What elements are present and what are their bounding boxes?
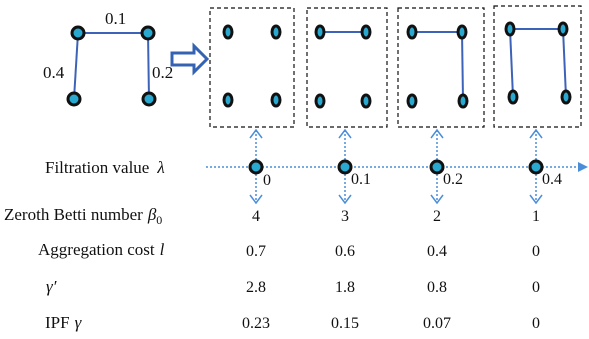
panel-node (270, 92, 282, 108)
panel-node (507, 89, 519, 105)
edge-weight-right: 0.2 (152, 63, 173, 82)
value-cell: 0 (532, 243, 540, 260)
value-cell: 2 (433, 208, 441, 225)
value-cell: 0 (532, 315, 540, 332)
panel-node (222, 92, 234, 108)
panel-node (360, 24, 372, 40)
axis-tick-label: 0 (263, 172, 271, 189)
graph-edge-left (73, 32, 79, 100)
value-cell: 1 (532, 208, 540, 225)
panel-lambda-0 (209, 7, 295, 128)
panel-node (560, 89, 572, 105)
value-cell: 0.23 (242, 315, 270, 332)
value-cell: 0.15 (331, 315, 359, 332)
panel-node (406, 93, 418, 109)
graph-node (70, 25, 86, 41)
value-cell: 2.8 (246, 279, 266, 296)
value-cell: 0.6 (335, 243, 355, 260)
panel-node (557, 21, 569, 37)
axis-tick-marker (429, 159, 445, 175)
panel-node (270, 24, 282, 40)
graph-node (66, 91, 82, 107)
betti-number-label: Zeroth Betti number β0 (4, 205, 162, 227)
panel-lambda-0.4 (493, 5, 582, 128)
axis-tick-label: 0.4 (542, 171, 562, 188)
panel-node (457, 93, 469, 109)
original-graph: 0.1 0.4 0.2 (43, 9, 173, 107)
panel-node (456, 24, 468, 40)
panel-node (314, 24, 326, 40)
transform-arrow-icon (170, 42, 210, 76)
ipf-values: 0.23 0.15 0.07 0 (242, 315, 540, 332)
filtration-value-label: Filtration value λ (45, 158, 165, 177)
panel-node (222, 24, 234, 40)
betti-values: 4 3 2 1 (252, 208, 540, 225)
axis-tick-marker (248, 159, 264, 175)
value-cell: 1.8 (335, 279, 355, 296)
edge-weight-top: 0.1 (105, 9, 126, 28)
value-cell: 0.7 (246, 243, 266, 260)
panel-node (504, 21, 516, 37)
panel-node (360, 93, 372, 109)
value-cell: 0.8 (427, 279, 447, 296)
ipf-label: IPF γ (45, 313, 83, 332)
graph-node (141, 91, 157, 107)
aggregation-cost-values: 0.7 0.6 0.4 0 (246, 243, 540, 260)
axis-tick-label: 0.1 (351, 171, 371, 188)
panel-lambda-0.2 (397, 7, 485, 128)
panel-lambda-0.1 (306, 7, 388, 128)
value-cell: 4 (252, 208, 260, 225)
gamma-prime-label: γ′ (46, 277, 57, 296)
panel-node (406, 24, 418, 40)
value-cell: 0.4 (427, 243, 447, 260)
graph-node (140, 25, 156, 41)
panel-node (314, 93, 326, 109)
aggregation-cost-label: Aggregation cost l (38, 240, 165, 259)
edge-weight-left: 0.4 (43, 63, 65, 82)
graph-edge-right (147, 32, 150, 100)
value-cell: 0.07 (423, 315, 451, 332)
value-cell: 0 (532, 279, 540, 296)
gamma-prime-values: 2.8 1.8 0.8 0 (246, 279, 540, 296)
filtration-axis: 0 0.1 0.2 0.4 (206, 128, 588, 205)
axis-tick-label: 0.2 (443, 171, 463, 188)
value-cell: 3 (341, 208, 349, 225)
axis-tick-marker (337, 159, 353, 175)
axis-tick-marker (528, 159, 544, 175)
